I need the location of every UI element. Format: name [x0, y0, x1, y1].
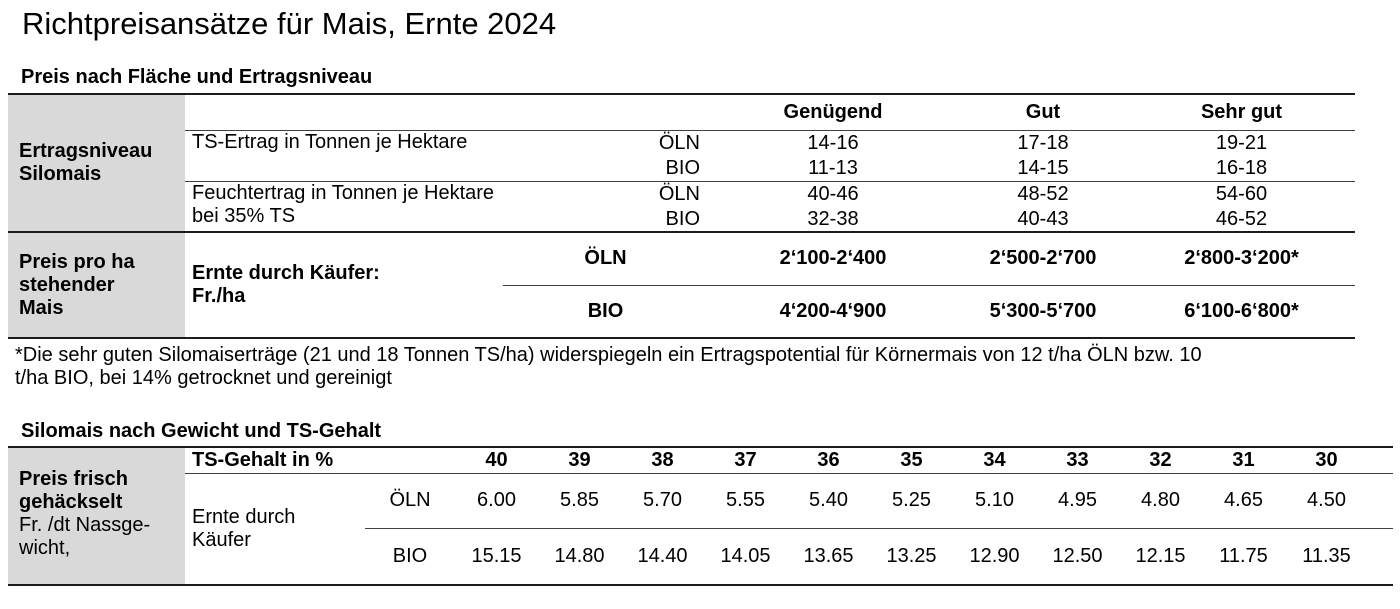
ts-col-header: 32: [1119, 447, 1202, 474]
variant-cell: ÖLN: [365, 473, 455, 529]
value-cell: 17-18: [1017, 131, 1069, 154]
table-weight-ts: Preis frisch gehäckselt Fr. /dt Nassge- …: [8, 446, 1393, 586]
value-cell: 5.10: [953, 473, 1036, 529]
value-cell: 5.55: [704, 473, 787, 529]
value-cell: 12.50: [1036, 528, 1119, 586]
ts-col-header: 30: [1285, 447, 1368, 474]
col-header-sehr-gut: Sehr gut: [1128, 94, 1355, 131]
spacer-cell: [1368, 473, 1393, 529]
value-cell: 6‘100-6‘800*: [1128, 284, 1355, 339]
value-cell: 5.25: [870, 473, 953, 529]
section1-heading: Preis nach Fläche und Ertragsniveau: [21, 66, 373, 88]
value-cell: 32-38: [708, 207, 958, 233]
row-group-label-preis-frisch: Preis frisch gehäckselt Fr. /dt Nassge- …: [8, 447, 185, 586]
value-cell: 13.65: [787, 528, 870, 586]
value-cell: 19-21: [1215, 131, 1268, 154]
ts-col-header: 38: [621, 447, 704, 474]
spacer-cell: [1368, 447, 1393, 474]
footnote: *Die sehr guten Silomaiserträge (21 und …: [15, 344, 1202, 389]
variant-cell: ÖLN: [658, 131, 700, 154]
section2-heading: Silomais nach Gewicht und TS-Gehalt: [21, 420, 382, 442]
ts-col-header: 35: [870, 447, 953, 474]
value-cell: 2‘500-2‘700: [989, 247, 1097, 270]
value-cell: 13.25: [870, 528, 953, 586]
value-cell: 5.40: [787, 473, 870, 529]
value-cell: 40-43: [958, 207, 1128, 233]
variant-cell: BIO: [565, 207, 708, 233]
value-cell: 12.90: [953, 528, 1036, 586]
value-cell: 11.75: [1202, 528, 1285, 586]
value-cell: 5.70: [621, 473, 704, 529]
ts-col-header: 40: [455, 447, 538, 474]
value-cell: 48-52: [1017, 182, 1069, 205]
page-title: Richtpreisansätze für Mais, Ernte 2024: [22, 6, 557, 41]
variant-cell: ÖLN: [584, 247, 627, 270]
row-label-ernte-durch-kaeufer: Ernte durch Käufer: [185, 473, 365, 586]
variant-cell: BIO: [565, 156, 708, 182]
row-label-feuchtertrag: Feuchtertrag in Tonnen je Hektare bei 35…: [185, 181, 565, 233]
value-cell: 12.15: [1119, 528, 1202, 586]
value-cell: 14.80: [538, 528, 621, 586]
row-group-label-preis-pro-ha: Preis pro ha stehender Mais: [8, 232, 185, 339]
value-cell: 11.35: [1285, 528, 1368, 586]
col-header-gut: Gut: [958, 94, 1128, 131]
value-cell: 54-60: [1215, 182, 1268, 205]
variant-cell: BIO: [365, 528, 455, 586]
ts-col-header: 34: [953, 447, 1036, 474]
row-label-ts-ertrag: TS-Ertrag in Tonnen je Hektare: [185, 130, 565, 182]
ts-col-header: 39: [538, 447, 621, 474]
value-cell: 2‘100-2‘400: [779, 247, 887, 270]
value-cell: 14.05: [704, 528, 787, 586]
value-cell: 6.00: [455, 473, 538, 529]
variant-cell: BIO: [503, 284, 708, 339]
value-cell: 14-16: [807, 131, 859, 154]
row-group-label-bold-part: Preis frisch gehäckselt: [19, 468, 128, 513]
value-cell: 4.50: [1285, 473, 1368, 529]
ts-col-header: 31: [1202, 447, 1285, 474]
value-cell: 14-15: [958, 156, 1128, 182]
value-cell: 16-18: [1128, 156, 1355, 182]
value-cell: 4.95: [1036, 473, 1119, 529]
value-cell: 4.65: [1202, 473, 1285, 529]
value-cell: 2‘800-3‘200*: [1184, 247, 1299, 270]
value-cell: 4‘200-4‘900: [708, 284, 958, 339]
col-header-genuegend: Genügend: [708, 94, 958, 131]
value-cell: 5.85: [538, 473, 621, 529]
ts-col-header: 37: [704, 447, 787, 474]
ts-col-header: 36: [787, 447, 870, 474]
value-cell: 15.15: [455, 528, 538, 586]
value-cell: 5‘300-5‘700: [958, 284, 1128, 339]
value-cell: 14.40: [621, 528, 704, 586]
table-price-area: Ertragsniveau Silomais Genügend Gut Sehr…: [8, 93, 1355, 339]
row-group-label-normal-part: Fr. /dt Nassge- wicht,: [19, 514, 151, 559]
value-cell: 11-13: [708, 156, 958, 182]
header-spacer-cell: [185, 94, 708, 131]
variant-cell: ÖLN: [658, 182, 700, 205]
ts-col-header: 33: [1036, 447, 1119, 474]
value-cell: 46-52: [1128, 207, 1355, 233]
value-cell: 40-46: [807, 182, 859, 205]
row-group-label-ertragsniveau: Ertragsniveau Silomais: [8, 94, 185, 233]
value-cell: 4.80: [1119, 473, 1202, 529]
row-label-ernte-durch-kaeufer: Ernte durch Käufer: Fr./ha: [185, 232, 503, 339]
ts-gehalt-header: TS-Gehalt in %: [185, 447, 455, 474]
spacer-cell: [1368, 528, 1393, 586]
